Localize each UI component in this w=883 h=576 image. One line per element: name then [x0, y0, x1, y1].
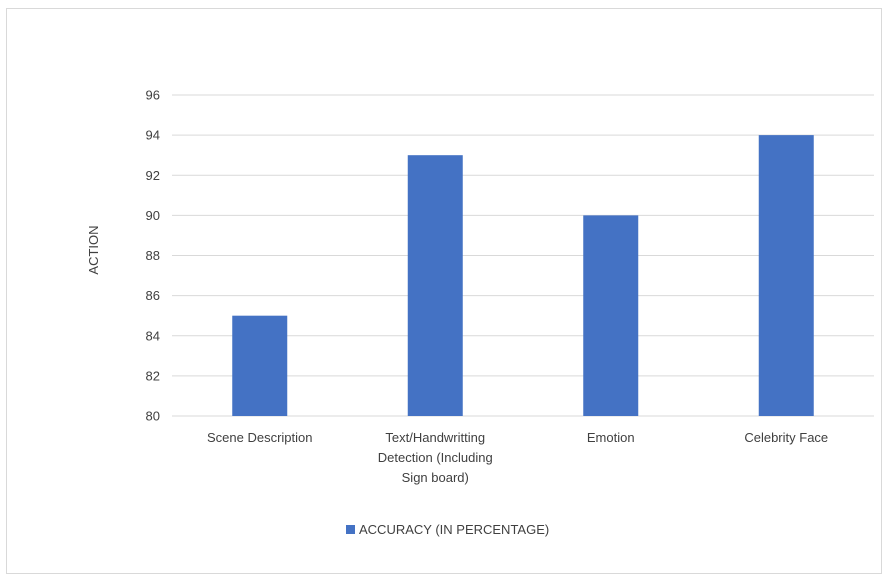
y-axis-title: ACTION — [86, 225, 101, 274]
x-tick-label-line: Detection (Including — [378, 450, 493, 465]
bar — [758, 135, 814, 416]
bars — [232, 135, 814, 416]
y-tick-label: 86 — [146, 288, 160, 303]
x-tick-label-line: Celebrity Face — [744, 430, 828, 445]
y-tick-label: 88 — [146, 248, 160, 263]
x-tick-label-line: Scene Description — [207, 430, 313, 445]
gridlines — [172, 94, 874, 417]
y-tick-label: 96 — [146, 88, 160, 103]
bar — [407, 155, 463, 416]
legend-swatch — [346, 525, 355, 534]
x-tick-label: Emotion — [587, 430, 635, 445]
x-tick-label-line: Emotion — [587, 430, 635, 445]
x-tick-label: Text/Handwritting Detection (Including Sig… — [378, 430, 493, 485]
y-tick-label: 80 — [146, 409, 160, 424]
x-tick-label-line: Text/Handwritting — [385, 430, 485, 445]
y-tick-label: 82 — [146, 368, 160, 383]
y-tick-label: 94 — [146, 128, 160, 143]
y-axis-ticks: 80 82 84 86 88 90 92 94 96 — [146, 88, 160, 424]
x-tick-label: Scene Description — [207, 430, 313, 445]
bar — [232, 315, 288, 416]
y-tick-label: 84 — [146, 328, 160, 343]
x-axis-ticks: Scene Description Text/Handwritting Detect… — [207, 430, 828, 485]
legend: ACCURACY (IN PERCENTAGE) — [346, 522, 549, 537]
x-tick-label: Celebrity Face — [744, 430, 828, 445]
bar — [583, 215, 639, 416]
x-tick-label-line: Sign board) — [402, 470, 469, 485]
y-tick-label: 90 — [146, 208, 160, 223]
legend-label: ACCURACY (IN PERCENTAGE) — [359, 522, 549, 537]
y-tick-label: 92 — [146, 168, 160, 183]
